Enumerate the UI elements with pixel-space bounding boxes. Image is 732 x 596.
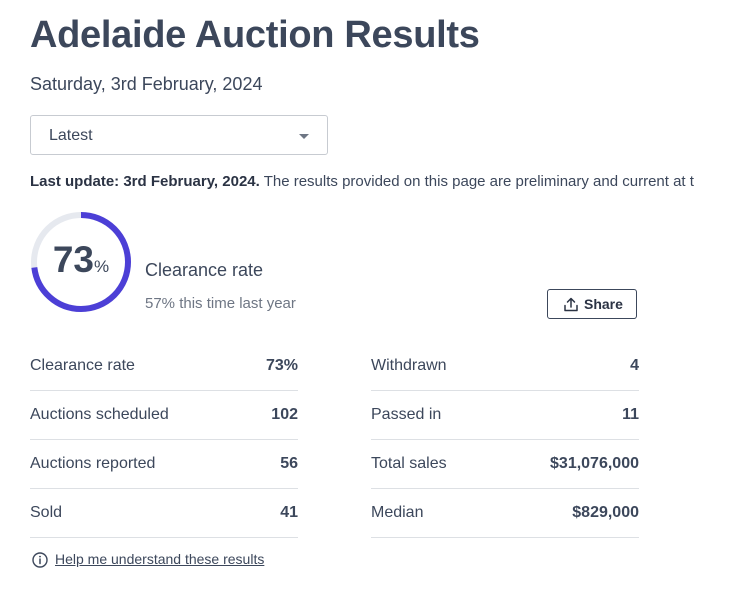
clearance-rate-number: 73 <box>52 239 95 280</box>
chevron-down-icon <box>299 134 309 139</box>
clearance-rate-last-year: 57% this time last year <box>145 295 296 312</box>
stat-value: 4 <box>630 357 639 374</box>
stat-label: Sold <box>30 504 63 521</box>
help-link-label: Help me understand these results <box>55 551 265 567</box>
page-title: Adelaide Auction Results <box>30 14 480 56</box>
stat-value: 102 <box>271 406 298 423</box>
stat-value: 11 <box>622 406 639 423</box>
stat-row-passed-in: Passed in 11 <box>371 391 639 440</box>
upload-icon <box>564 297 578 312</box>
stat-label: Total sales <box>371 455 447 472</box>
stat-row-total-sales: Total sales $31,076,000 <box>371 440 639 489</box>
last-update-text: The results provided on this page are pr… <box>259 173 694 190</box>
stat-row-auctions-reported: Auctions reported 56 <box>30 440 298 489</box>
date-filter-value: Latest <box>49 127 93 144</box>
last-update-date: Last update: 3rd February, 2024. <box>30 173 260 190</box>
clearance-ring-label: 73% <box>30 239 132 281</box>
stat-row-auctions-scheduled: Auctions scheduled 102 <box>30 391 298 440</box>
clearance-rate-unit: % <box>94 257 110 276</box>
stat-label: Passed in <box>371 406 442 423</box>
clearance-ring-chart <box>31 212 131 312</box>
share-button[interactable]: Share <box>547 289 637 319</box>
clearance-ring-arc <box>31 212 131 312</box>
stat-row-withdrawn: Withdrawn 4 <box>371 342 639 391</box>
stat-label: Auctions scheduled <box>30 406 169 423</box>
info-icon <box>32 552 48 568</box>
results-date: Saturday, 3rd February, 2024 <box>30 74 263 94</box>
stat-row-sold: Sold 41 <box>30 489 298 538</box>
stat-label: Auctions reported <box>30 455 156 472</box>
clearance-rate-heading: Clearance rate <box>145 260 264 280</box>
last-update-notice: Last update: 3rd February, 2024. The res… <box>30 173 694 190</box>
stat-row-clearance-rate: Clearance rate 73% <box>30 342 298 391</box>
stats-table-left: Clearance rate 73% Auctions scheduled 10… <box>30 342 298 538</box>
stat-value: 56 <box>280 455 298 472</box>
stat-label: Clearance rate <box>30 357 135 374</box>
date-filter-dropdown[interactable]: Latest <box>30 115 328 155</box>
stat-label: Median <box>371 504 424 521</box>
stats-table-right: Withdrawn 4 Passed in 11 Total sales $31… <box>371 342 639 538</box>
stat-label: Withdrawn <box>371 357 447 374</box>
stat-value: 73% <box>265 357 298 374</box>
stat-value: $829,000 <box>572 504 639 521</box>
share-label: Share <box>584 296 623 312</box>
stat-value: $31,076,000 <box>550 455 639 472</box>
clearance-rate-ring: 73% <box>30 211 132 313</box>
stat-row-median: Median $829,000 <box>371 489 639 538</box>
stat-value: 41 <box>280 504 298 521</box>
